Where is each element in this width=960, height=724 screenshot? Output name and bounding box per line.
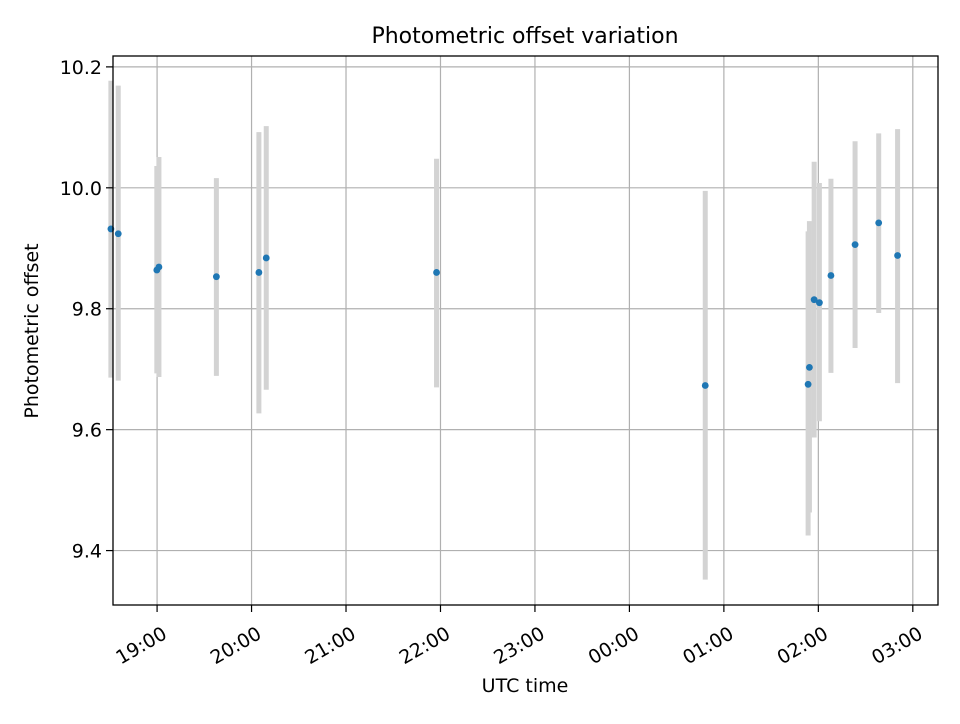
data-point — [433, 269, 440, 276]
data-point — [810, 296, 818, 304]
point-layer — [107, 219, 901, 389]
y-tick-label: 10.2 — [60, 57, 102, 79]
y-tick-label: 9.4 — [72, 541, 102, 563]
y-tick-label: 10.0 — [60, 178, 102, 200]
chart-title: Photometric offset variation — [371, 24, 678, 49]
y-tick-label: 9.6 — [72, 420, 102, 442]
grid-layer — [113, 56, 938, 605]
y-tick-label: 9.8 — [72, 299, 102, 321]
data-point — [827, 272, 835, 279]
y-axis-label: Photometric offset — [21, 243, 43, 418]
data-point — [806, 363, 813, 371]
x-axis-label: UTC time — [482, 675, 569, 697]
data-point — [894, 252, 901, 259]
data-point — [212, 273, 220, 281]
data-point — [804, 380, 812, 388]
data-point — [255, 269, 263, 276]
data-point — [701, 382, 709, 389]
data-point — [155, 263, 163, 271]
data-point — [815, 299, 823, 307]
data-point — [875, 219, 883, 227]
data-point — [114, 230, 122, 238]
axes-frame — [112, 55, 939, 606]
data-point — [262, 254, 270, 262]
data-point — [851, 241, 859, 249]
